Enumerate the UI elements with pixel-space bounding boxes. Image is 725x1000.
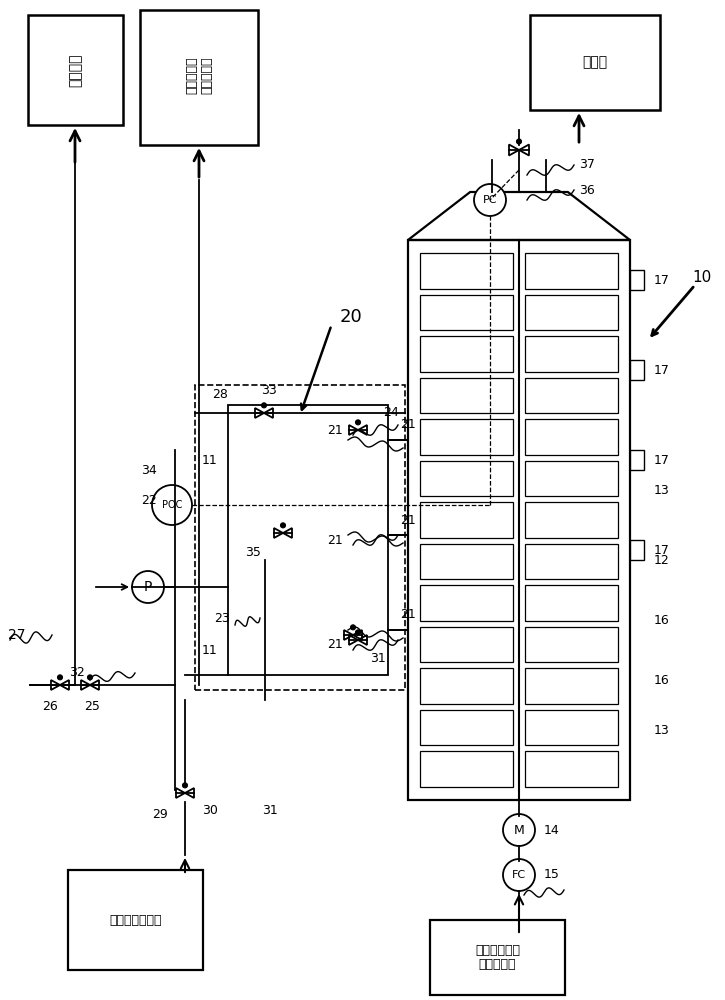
Text: 34: 34 xyxy=(141,464,157,477)
Circle shape xyxy=(503,859,535,891)
FancyBboxPatch shape xyxy=(420,668,513,704)
Text: 浓缩物: 浓缩物 xyxy=(582,55,608,69)
Text: 13: 13 xyxy=(654,484,670,496)
Text: 25: 25 xyxy=(84,700,100,714)
FancyBboxPatch shape xyxy=(68,870,203,970)
FancyBboxPatch shape xyxy=(525,461,618,496)
Text: 35: 35 xyxy=(245,546,261,560)
Text: 36: 36 xyxy=(579,184,594,196)
FancyBboxPatch shape xyxy=(525,710,618,745)
Text: 17: 17 xyxy=(654,544,670,556)
Text: 29: 29 xyxy=(152,808,168,822)
FancyBboxPatch shape xyxy=(630,270,644,290)
FancyBboxPatch shape xyxy=(420,295,513,330)
FancyBboxPatch shape xyxy=(420,710,513,745)
FancyBboxPatch shape xyxy=(630,450,644,470)
Text: 27: 27 xyxy=(8,628,25,642)
Text: 21: 21 xyxy=(400,418,415,432)
FancyBboxPatch shape xyxy=(525,253,618,289)
Text: 16: 16 xyxy=(654,613,670,626)
Text: P: P xyxy=(144,580,152,594)
FancyBboxPatch shape xyxy=(525,295,618,330)
FancyBboxPatch shape xyxy=(525,751,618,787)
FancyBboxPatch shape xyxy=(530,15,660,110)
FancyBboxPatch shape xyxy=(228,405,388,675)
Text: 37: 37 xyxy=(579,158,595,172)
Text: 32: 32 xyxy=(70,666,85,680)
FancyBboxPatch shape xyxy=(525,378,618,413)
Text: 11: 11 xyxy=(202,644,218,656)
FancyBboxPatch shape xyxy=(408,240,630,800)
FancyBboxPatch shape xyxy=(420,627,513,662)
Text: 12: 12 xyxy=(654,554,670,566)
Text: 30: 30 xyxy=(202,804,218,816)
Text: 17: 17 xyxy=(654,454,670,466)
FancyBboxPatch shape xyxy=(140,10,258,145)
Text: 21: 21 xyxy=(400,514,415,526)
Text: 21: 21 xyxy=(327,639,343,652)
FancyBboxPatch shape xyxy=(420,378,513,413)
FancyBboxPatch shape xyxy=(420,336,513,372)
Text: POC: POC xyxy=(162,500,182,510)
Text: 17: 17 xyxy=(654,363,670,376)
FancyBboxPatch shape xyxy=(420,253,513,289)
Text: 24: 24 xyxy=(383,406,399,418)
Circle shape xyxy=(281,523,286,528)
Circle shape xyxy=(350,625,355,630)
Text: 14: 14 xyxy=(544,824,560,836)
FancyBboxPatch shape xyxy=(420,751,513,787)
Text: 纯的滤液: 纯的滤液 xyxy=(68,53,82,87)
Text: 26: 26 xyxy=(42,700,58,714)
Text: FC: FC xyxy=(512,870,526,880)
Text: 21: 21 xyxy=(327,424,343,436)
FancyBboxPatch shape xyxy=(525,502,618,538)
Text: 33: 33 xyxy=(261,384,277,397)
Text: 31: 31 xyxy=(262,804,278,816)
Text: 23: 23 xyxy=(215,611,230,624)
FancyBboxPatch shape xyxy=(420,461,513,496)
Text: 用于冲洗的滤液: 用于冲洗的滤液 xyxy=(109,914,162,926)
FancyBboxPatch shape xyxy=(420,544,513,579)
Text: 11: 11 xyxy=(202,454,218,466)
Text: 21: 21 xyxy=(400,608,415,621)
FancyBboxPatch shape xyxy=(525,419,618,455)
FancyBboxPatch shape xyxy=(525,585,618,621)
Text: 通向过滤器的
悬浮液供给: 通向过滤器的 悬浮液供给 xyxy=(475,944,520,972)
Circle shape xyxy=(183,783,188,788)
Text: 21: 21 xyxy=(327,534,343,546)
Circle shape xyxy=(132,571,164,603)
Circle shape xyxy=(262,403,267,408)
FancyBboxPatch shape xyxy=(420,585,513,621)
FancyBboxPatch shape xyxy=(28,15,123,125)
Circle shape xyxy=(355,420,360,425)
Circle shape xyxy=(516,139,521,144)
Text: 20: 20 xyxy=(339,308,362,326)
Text: 28: 28 xyxy=(212,388,228,401)
FancyBboxPatch shape xyxy=(420,502,513,538)
Circle shape xyxy=(355,630,360,635)
Text: 31: 31 xyxy=(370,652,386,664)
FancyBboxPatch shape xyxy=(430,920,565,995)
Circle shape xyxy=(88,675,93,680)
FancyBboxPatch shape xyxy=(525,544,618,579)
FancyBboxPatch shape xyxy=(630,540,644,560)
Text: 15: 15 xyxy=(544,868,560,882)
Text: 混浊流，回
引导至过程: 混浊流，回 引导至过程 xyxy=(185,56,213,94)
Circle shape xyxy=(503,814,535,846)
FancyBboxPatch shape xyxy=(630,360,644,380)
Circle shape xyxy=(474,184,506,216)
Text: 13: 13 xyxy=(654,724,670,736)
FancyBboxPatch shape xyxy=(525,336,618,372)
Circle shape xyxy=(57,675,62,680)
Circle shape xyxy=(152,485,192,525)
FancyBboxPatch shape xyxy=(525,668,618,704)
FancyBboxPatch shape xyxy=(525,627,618,662)
Text: M: M xyxy=(513,824,524,836)
Text: PC: PC xyxy=(483,195,497,205)
FancyBboxPatch shape xyxy=(420,419,513,455)
Text: 17: 17 xyxy=(654,273,670,286)
Text: 10: 10 xyxy=(692,270,712,286)
Text: 22: 22 xyxy=(141,493,157,506)
Text: 16: 16 xyxy=(654,674,670,686)
